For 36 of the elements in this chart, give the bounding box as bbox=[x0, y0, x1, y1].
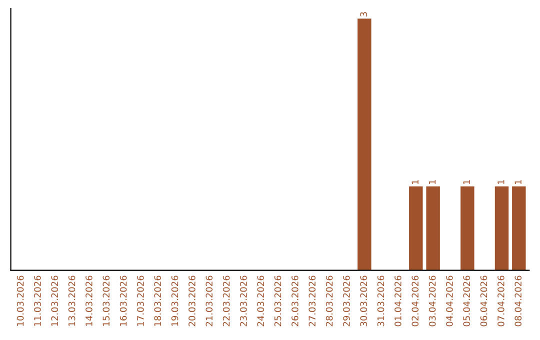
data-label: 3 bbox=[360, 12, 368, 16]
x-tick-label: 21.03.2026 bbox=[206, 276, 213, 326]
x-tick-label: 03.04.2026 bbox=[428, 276, 436, 326]
x-tick-label: 17.03.2026 bbox=[137, 276, 144, 326]
x-tick-label: 30.03.2026 bbox=[360, 276, 368, 326]
data-label: 1 bbox=[514, 180, 522, 184]
data-label: 1 bbox=[463, 180, 470, 184]
x-tick-label: 26.03.2026 bbox=[292, 276, 298, 326]
x-tick-label: 24.03.2026 bbox=[257, 276, 264, 326]
data-label: 1 bbox=[412, 180, 418, 184]
x-tick-label: 22.03.2026 bbox=[222, 276, 230, 326]
x-tick-label: 28.03.2026 bbox=[326, 276, 333, 326]
x-tick-label: 31.03.2026 bbox=[377, 276, 384, 326]
x-tick-label: 18.03.2026 bbox=[154, 276, 162, 326]
x-tick-label: 19.03.2026 bbox=[171, 276, 178, 326]
x-tick-label: 16.03.2026 bbox=[120, 276, 127, 326]
x-tick-label: 05.04.2026 bbox=[463, 276, 470, 326]
data-label: 1 bbox=[498, 180, 504, 184]
x-tick-label: 20.03.2026 bbox=[188, 276, 196, 326]
x-tick-label: 23.03.2026 bbox=[240, 276, 247, 326]
x-tick-label: 06.04.2026 bbox=[480, 276, 488, 326]
x-tick-label: 10.03.2026 bbox=[16, 276, 24, 326]
x-tick-label: 01.04.2026 bbox=[394, 276, 402, 326]
x-tick-label: 08.04.2026 bbox=[514, 276, 522, 326]
x-tick-label: 11.03.2026 bbox=[34, 276, 41, 326]
data-label: 1 bbox=[428, 180, 436, 184]
x-tick-label: 07.04.2026 bbox=[498, 276, 504, 326]
x-tick-label: 25.03.2026 bbox=[274, 276, 282, 326]
x-tick-label: 15.03.2026 bbox=[102, 276, 110, 326]
x-tick-label: 12.03.2026 bbox=[51, 276, 58, 326]
x-tick-label: 14.03.2026 bbox=[86, 276, 92, 326]
x-tick-label: 02.04.2026 bbox=[412, 276, 419, 326]
x-tick-label: 04.04.2026 bbox=[446, 276, 453, 326]
x-tick-label: 29.03.2026 bbox=[343, 276, 350, 326]
x-tick-label: 27.03.2026 bbox=[308, 276, 316, 326]
x-tick-label: 13.03.2026 bbox=[68, 276, 76, 326]
